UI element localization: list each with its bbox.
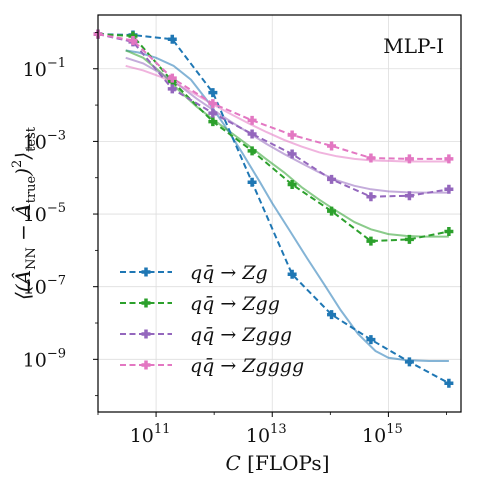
data-point <box>167 34 177 44</box>
legend-entry: qq̄ → Zggg <box>120 324 292 346</box>
y-tick-label: 10−1 <box>23 56 66 81</box>
data-point <box>208 88 218 98</box>
data-point <box>444 378 454 388</box>
data-point <box>327 206 337 216</box>
y-axis-label: ⟨(ÂNN − Âtrue)2⟩test <box>10 126 39 300</box>
plot-frame <box>97 14 462 413</box>
data-point <box>404 234 414 244</box>
legend-label: qq̄ → Zggg <box>190 324 292 346</box>
series-line <box>97 33 450 385</box>
data-point <box>287 149 297 159</box>
data-point <box>366 236 376 246</box>
series-line <box>97 33 449 160</box>
data-point <box>128 35 138 45</box>
data-point <box>404 357 414 367</box>
data-point <box>404 191 414 201</box>
data-point <box>444 227 454 237</box>
fit-line <box>125 49 449 238</box>
legend-swatch-marker <box>141 329 151 339</box>
data-point <box>247 129 257 139</box>
data-point <box>247 115 257 125</box>
data-point <box>167 84 177 94</box>
x-axis-label: C [FLOPs] <box>225 451 329 475</box>
legend-swatch-marker <box>141 267 151 277</box>
legend-entry: qq̄ → Zgggg <box>120 355 304 377</box>
x-tick-label: 1013 <box>246 422 287 447</box>
fit-line <box>125 49 449 362</box>
data-point <box>327 310 337 320</box>
data-point <box>287 269 297 279</box>
legend-entry: qq̄ → Zgg <box>120 293 280 315</box>
data-point <box>287 130 297 140</box>
data-point <box>247 146 257 156</box>
series-line <box>97 33 450 198</box>
legend-label: qq̄ → Zgg <box>190 293 280 315</box>
legend-label: qq̄ → Zgggg <box>190 355 304 377</box>
data-point <box>327 141 337 151</box>
data-point <box>404 154 414 164</box>
data-point <box>208 117 218 127</box>
panel-title: MLP-I <box>383 34 444 58</box>
fit-line <box>125 64 449 163</box>
data-point <box>366 192 376 202</box>
legend-swatch-marker <box>141 360 151 370</box>
x-tick-label: 1015 <box>362 422 403 447</box>
data-point <box>444 154 454 164</box>
data-point <box>247 177 257 187</box>
legend-swatch-marker <box>141 298 151 308</box>
fit-lines-layer <box>125 49 449 362</box>
legend-label: qq̄ → Zg <box>190 262 268 284</box>
data-point <box>208 108 218 118</box>
data-point <box>366 335 376 345</box>
data-point <box>444 184 454 194</box>
data-point <box>327 174 337 184</box>
data-point <box>208 99 218 109</box>
legend: qq̄ → Zg qq̄ → Zgg qq̄ → Zggg qq̄ → Zgggg <box>120 262 304 377</box>
data-point <box>167 73 177 83</box>
data-point <box>366 153 376 163</box>
legend-entry: qq̄ → Zg <box>120 262 268 284</box>
data-point <box>287 180 297 190</box>
